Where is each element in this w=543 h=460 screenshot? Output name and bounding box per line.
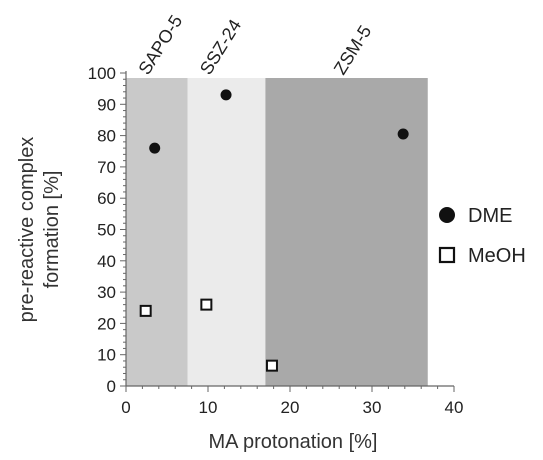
point-dme [149,142,161,154]
legend-label-meoh: MeOH [468,245,526,267]
region-label-sapo-5: SAPO-5 [134,12,186,79]
zeolite-regions [126,78,428,386]
x-tick-label: 40 [445,398,464,417]
legend-marker-dme [439,207,455,223]
x-tick-label: 10 [199,398,218,417]
y-axis-title-line-1: pre-reactive complex [16,137,38,323]
point-meoh [200,298,213,311]
x-tick-label: 20 [281,398,300,417]
y-tick-label: 90 [97,95,116,114]
region-label-zsm-5: ZSM-5 [330,22,376,78]
y-tick-label: 30 [97,283,116,302]
y-tick-label: 70 [97,158,116,177]
y-tick-label: 40 [97,252,116,271]
legend-marker-meoh [438,246,456,264]
legend: DME MeOH [438,205,526,267]
y-axis-title-line-2: formation [%] [41,171,63,289]
point-dme [397,128,409,140]
y-tick-label: 0 [107,377,116,396]
region-zsm-5 [265,78,428,386]
data-points [139,89,409,372]
region-labels: SAPO-5 SSZ-24 ZSM-5 [134,12,375,79]
y-tick-label: 20 [97,314,116,333]
y-tick-label: 50 [97,221,116,240]
x-axis-title: MA protonation [%] [209,431,378,453]
axis-titles: MA protonation [%] pre-reactive complex fo… [16,137,377,453]
legend-label-dme: DME [468,205,512,227]
region-ssz-24 [187,78,266,386]
point-meoh [139,304,152,317]
y-tick-label: 60 [97,189,116,208]
point-dme [220,89,232,101]
x-tick-label: 0 [121,398,130,417]
point-meoh [265,359,278,372]
axes: 0 10 20 30 40 50 60 70 80 90 100 0 10 20 30 40 [88,64,464,417]
region-sapo-5 [126,78,188,386]
region-label-ssz-24: SSZ-24 [196,16,245,78]
y-tick-label: 80 [97,127,116,146]
y-tick-label: 100 [88,64,116,83]
y-tick-label: 10 [97,346,116,365]
x-tick-label: 30 [363,398,382,417]
